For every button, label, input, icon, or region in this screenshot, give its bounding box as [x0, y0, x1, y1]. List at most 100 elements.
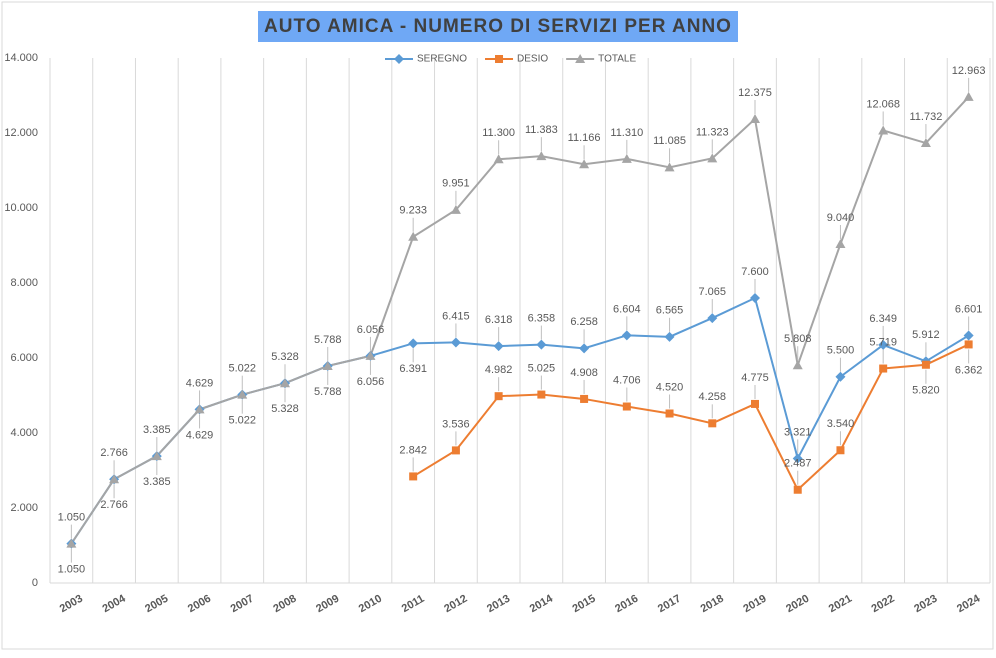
data-label: 11.085	[653, 135, 686, 147]
point	[792, 360, 803, 370]
point	[151, 451, 162, 461]
point	[495, 55, 504, 63]
data-label: 1.050	[58, 512, 86, 524]
series-line	[412, 343, 970, 492]
data-label: 6.604	[613, 303, 641, 315]
y-tick-label: 8.000	[10, 277, 38, 289]
point	[322, 360, 333, 370]
point	[664, 162, 675, 172]
data-label: 4.706	[613, 374, 641, 386]
point	[579, 159, 590, 169]
data-label: 12.963	[952, 65, 986, 77]
point	[621, 153, 632, 163]
point	[237, 389, 248, 399]
data-label: 5.328	[271, 351, 299, 363]
data-label: 4.982	[485, 364, 513, 376]
point	[836, 446, 845, 455]
data-label: 2.766	[100, 499, 128, 511]
data-label: 6.601	[955, 303, 983, 315]
data-label: 4.908	[570, 367, 598, 379]
point	[536, 339, 547, 350]
point	[494, 392, 503, 401]
data-label: 6.391	[399, 363, 427, 375]
legend-label: TOTALE	[598, 54, 636, 65]
point	[537, 390, 546, 399]
point	[964, 340, 973, 349]
point	[579, 343, 590, 354]
data-label: 6.056	[357, 324, 385, 336]
data-label: 5.328	[271, 403, 299, 415]
point	[409, 472, 418, 481]
data-label: 4.258	[699, 391, 727, 403]
data-label: 3.540	[827, 418, 855, 430]
data-label: 6.318	[485, 314, 513, 326]
data-label: 3.321	[784, 426, 812, 438]
point	[451, 446, 460, 455]
point	[792, 453, 803, 464]
point	[622, 402, 631, 411]
point	[708, 419, 717, 428]
point	[621, 330, 632, 341]
point	[394, 54, 404, 64]
y-tick-label: 6.000	[10, 352, 38, 364]
point	[536, 151, 547, 161]
point	[408, 231, 419, 241]
data-label: 6.258	[570, 316, 598, 328]
data-label: 6.056	[357, 376, 385, 388]
data-label: 5.719	[869, 336, 897, 348]
data-label: 12.375	[738, 87, 772, 99]
point	[921, 360, 930, 369]
data-label: 4.775	[741, 372, 769, 384]
point	[365, 350, 376, 360]
data-label: 1.050	[58, 564, 86, 576]
chart-title: AUTO AMICA - NUMERO DI SERVIZI PER ANNO	[264, 16, 732, 37]
point	[793, 485, 802, 494]
data-label: 3.385	[143, 424, 171, 436]
data-label: 11.383	[525, 124, 558, 136]
legend-label: DESIO	[517, 54, 548, 65]
data-label: 11.732	[909, 111, 942, 123]
data-label: 6.415	[442, 310, 470, 322]
point	[450, 204, 461, 214]
point	[493, 341, 504, 352]
point	[575, 54, 586, 63]
title-box	[258, 11, 738, 42]
data-label: 6.358	[528, 312, 556, 324]
data-label: 11.323	[696, 126, 729, 138]
series-line	[70, 96, 970, 545]
point	[664, 331, 675, 342]
data-label: 5.788	[314, 334, 342, 346]
y-tick-label: 0	[32, 577, 38, 589]
data-label: 2.766	[100, 447, 128, 459]
data-label: 12.068	[866, 98, 900, 110]
data-label: 5.808	[784, 333, 812, 345]
data-label: 6.362	[955, 364, 983, 376]
data-label: 2.842	[399, 444, 427, 456]
data-label: 5.820	[912, 385, 940, 397]
point	[493, 154, 504, 164]
point	[109, 474, 120, 484]
y-tick-label: 12.000	[4, 127, 38, 139]
data-label: 3.385	[143, 476, 171, 488]
point	[580, 394, 589, 403]
data-label: 5.022	[229, 415, 257, 427]
point	[450, 337, 461, 348]
data-label: 5.788	[314, 386, 342, 398]
point	[707, 153, 718, 163]
data-label: 5.912	[912, 329, 940, 341]
point	[707, 313, 718, 324]
data-label: 5.500	[827, 345, 855, 357]
point	[665, 409, 674, 418]
point	[920, 138, 931, 148]
data-label: 9.951	[442, 178, 470, 190]
point	[835, 371, 846, 382]
data-label: 4.629	[186, 429, 214, 441]
data-label: 6.349	[869, 313, 897, 325]
data-label: 7.600	[741, 266, 769, 278]
point	[750, 113, 760, 123]
point	[280, 378, 290, 388]
point	[879, 364, 888, 373]
data-label: 11.300	[482, 127, 515, 139]
